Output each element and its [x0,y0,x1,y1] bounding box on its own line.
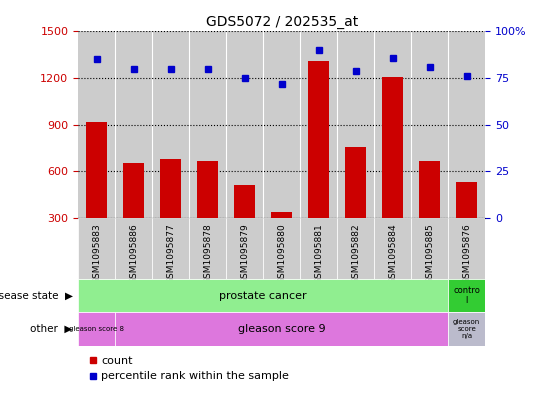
Title: GDS5072 / 202535_at: GDS5072 / 202535_at [205,15,358,29]
Legend: count, percentile rank within the sample: count, percentile rank within the sample [84,351,294,386]
Text: GSM1095880: GSM1095880 [277,223,286,284]
Bar [448,31,485,218]
Bar [189,218,226,279]
Text: gleason score 8: gleason score 8 [69,326,124,332]
Text: GSM1095884: GSM1095884 [388,223,397,284]
Bar [78,218,115,279]
Bar [448,279,485,312]
Bar [189,31,226,218]
Bar [78,312,115,346]
Bar [123,163,144,218]
Bar [383,77,403,218]
Text: GSM1095881: GSM1095881 [314,223,323,284]
Bar [86,122,107,218]
Bar [300,31,337,218]
Text: GSM1095879: GSM1095879 [240,223,249,284]
Text: GSM1095876: GSM1095876 [462,223,471,284]
Bar [374,31,411,218]
Bar [345,147,366,218]
Bar [115,312,448,346]
Text: GSM1095886: GSM1095886 [129,223,138,284]
Bar [272,212,292,218]
Text: GSM1095877: GSM1095877 [166,223,175,284]
Bar [152,31,189,218]
Bar [411,218,448,279]
Bar [337,218,374,279]
Bar [457,182,477,218]
Text: GSM1095883: GSM1095883 [92,223,101,284]
Bar [448,312,485,346]
Bar [226,218,263,279]
Bar [374,218,411,279]
Bar [308,61,329,218]
Bar [78,31,115,218]
Bar [300,218,337,279]
Bar [152,218,189,279]
Text: GSM1095885: GSM1095885 [425,223,434,284]
Bar [197,161,218,218]
Bar [115,218,152,279]
Bar [161,159,181,218]
Text: prostate cancer: prostate cancer [219,291,307,301]
Text: disease state  ▶: disease state ▶ [0,291,73,301]
Bar [419,161,440,218]
Text: gleason
score
n/a: gleason score n/a [453,319,480,339]
Bar [234,185,255,218]
Bar [263,218,300,279]
Bar [411,31,448,218]
Text: gleason score 9: gleason score 9 [238,324,326,334]
Bar [226,31,263,218]
Bar [337,31,374,218]
Text: contro
l: contro l [453,286,480,305]
Text: other  ▶: other ▶ [30,324,73,334]
Text: GSM1095878: GSM1095878 [203,223,212,284]
Bar [263,31,300,218]
Bar [115,31,152,218]
Text: GSM1095882: GSM1095882 [351,223,360,284]
Bar [448,218,485,279]
